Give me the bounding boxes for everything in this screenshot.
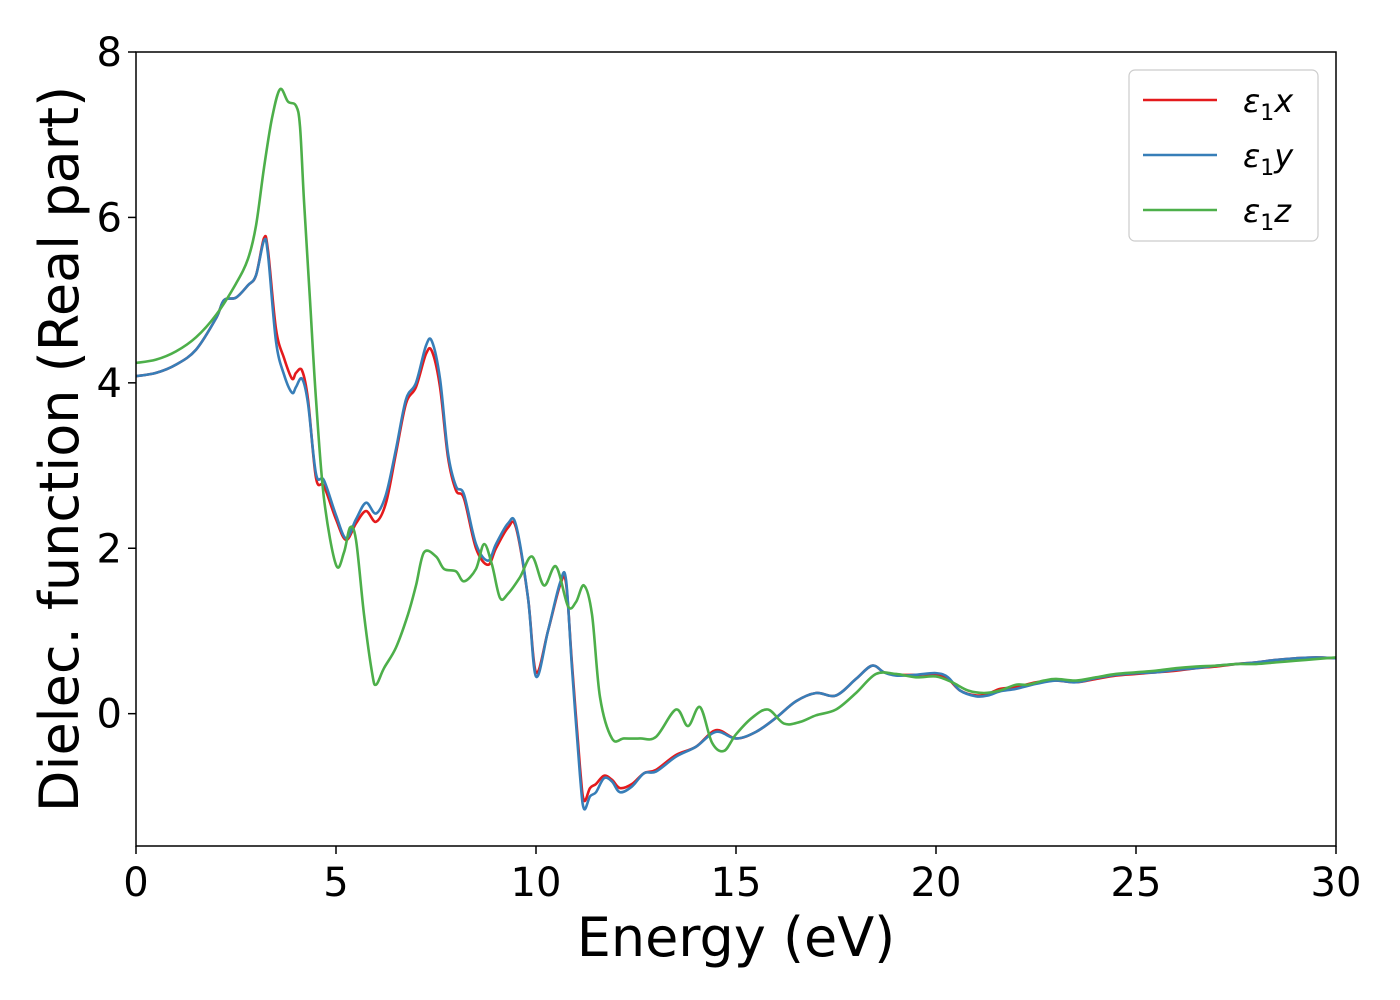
x-tick-label: 5 <box>323 860 348 906</box>
x-tick-label: 10 <box>511 860 562 906</box>
series-line-z <box>136 87 1336 753</box>
legend-symbol: ε <box>1243 82 1260 120</box>
legend-label-y: ε1y <box>1243 137 1294 181</box>
series-layer <box>136 87 1336 811</box>
series-line-y <box>136 237 1336 811</box>
x-tick-label: 25 <box>1111 860 1162 906</box>
y-tick-label: 6 <box>97 195 122 241</box>
legend-suffix: z <box>1273 192 1292 230</box>
ticks-layer: 0 5 10 15 20 25 30 0 2 4 6 8 <box>97 30 1362 906</box>
y-axis-label: Dielec. function (Real part) <box>28 86 91 812</box>
y-tick-label: 8 <box>97 30 122 76</box>
x-tick-label: 20 <box>911 860 962 906</box>
x-axis-label: Energy (eV) <box>577 906 896 969</box>
legend-subscript: 1 <box>1260 211 1274 236</box>
x-tick-label: 15 <box>711 860 762 906</box>
legend-label-x: ε1x <box>1243 82 1294 126</box>
legend-label-z: ε1z <box>1243 192 1292 236</box>
y-tick-label: 2 <box>97 526 122 572</box>
legend-box <box>1128 69 1319 242</box>
y-tick-label: 0 <box>97 692 122 738</box>
series-line-x <box>136 234 1336 803</box>
legend-suffix: y <box>1273 137 1294 175</box>
legend-symbol: ε <box>1243 137 1260 175</box>
y-tick-label: 4 <box>97 361 122 407</box>
x-tick-label: 30 <box>1311 860 1362 906</box>
legend-symbol: ε <box>1243 192 1260 230</box>
legend-subscript: 1 <box>1260 156 1274 181</box>
legend-suffix: x <box>1273 82 1294 120</box>
legend-subscript: 1 <box>1260 101 1274 126</box>
x-tick-label: 0 <box>123 860 148 906</box>
